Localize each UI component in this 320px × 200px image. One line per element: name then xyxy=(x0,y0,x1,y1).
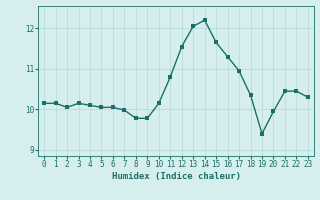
X-axis label: Humidex (Indice chaleur): Humidex (Indice chaleur) xyxy=(111,172,241,181)
